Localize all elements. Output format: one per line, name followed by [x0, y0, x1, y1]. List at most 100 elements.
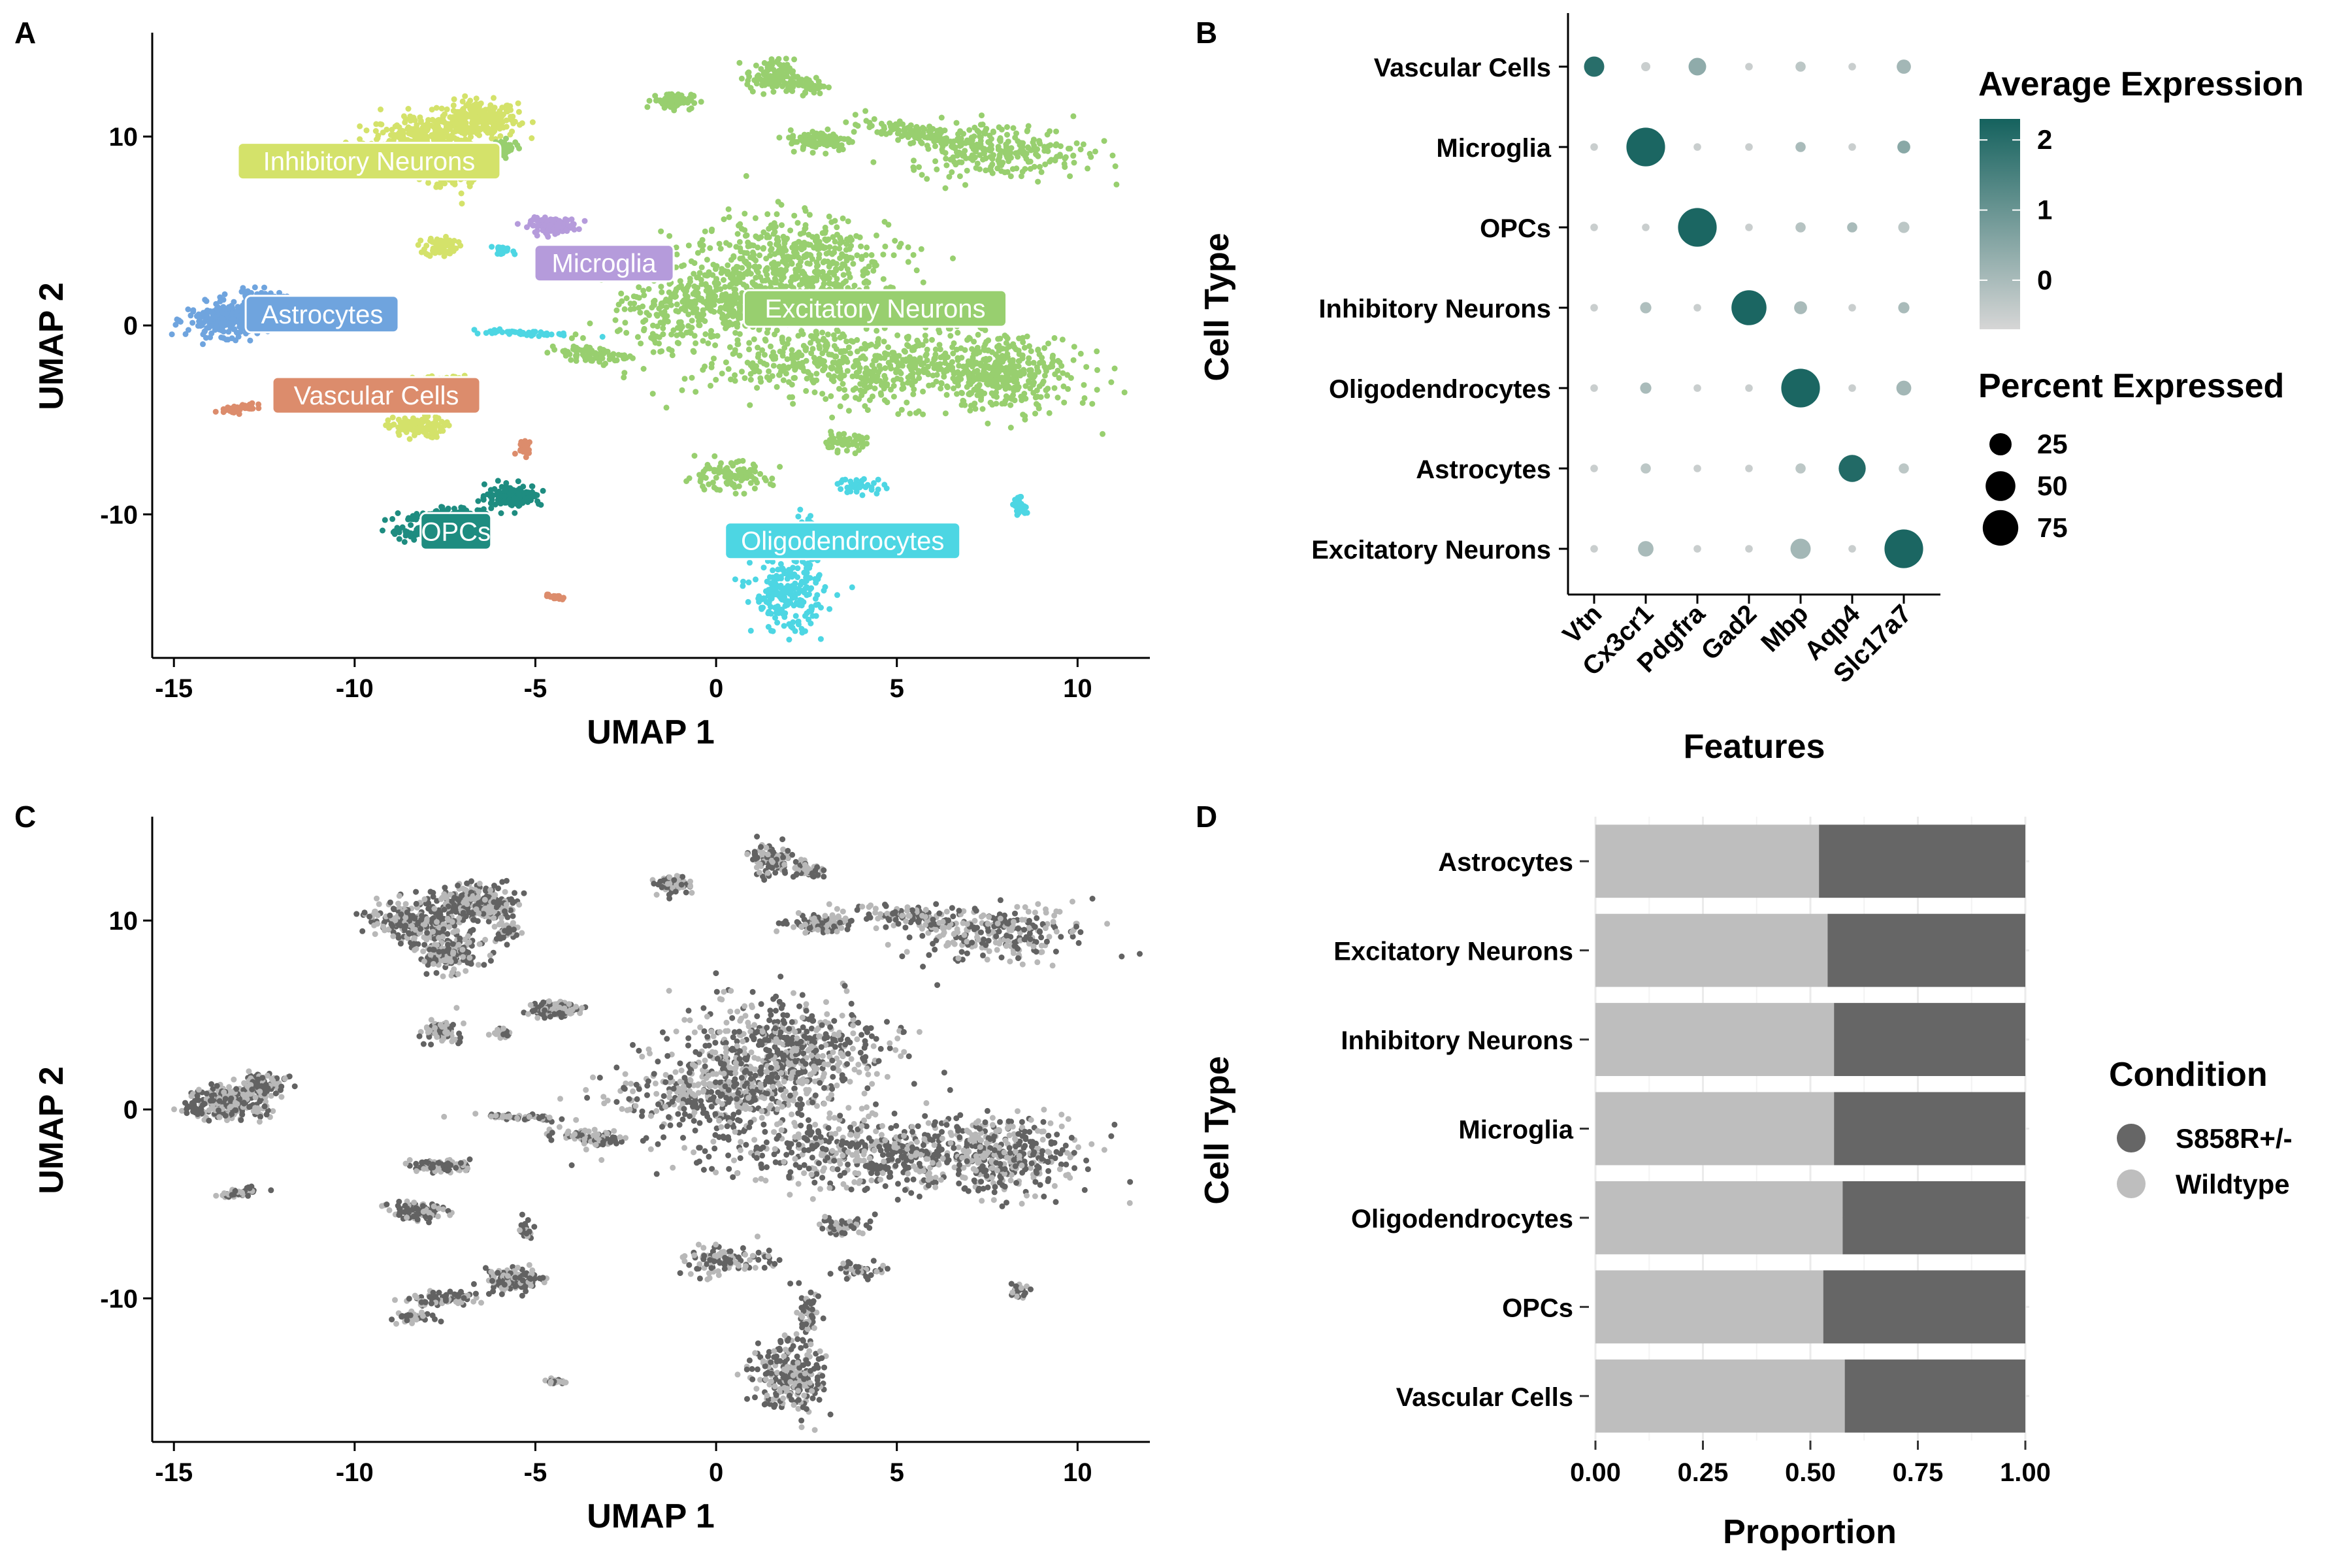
- umap-point: [915, 339, 921, 346]
- umap-point: [880, 276, 887, 282]
- umap-point: [440, 113, 446, 120]
- umap-point: [844, 266, 851, 272]
- umap-point: [834, 447, 841, 453]
- umap-point: [1020, 140, 1026, 146]
- umap-point: [753, 274, 759, 281]
- umap-point: [1037, 394, 1044, 400]
- umap-point: [396, 536, 402, 542]
- umap-point: [783, 370, 789, 377]
- umap-point: [832, 218, 838, 224]
- umap-point: [849, 373, 856, 380]
- umap-point: [1026, 343, 1032, 350]
- umap-point: [459, 98, 466, 105]
- umap-point: [831, 272, 838, 278]
- umap-point: [1021, 367, 1027, 373]
- umap-point: [424, 433, 431, 439]
- umap-point: [826, 84, 832, 91]
- umap-point: [721, 277, 727, 283]
- umap-point: [836, 385, 842, 392]
- umap-point: [679, 332, 686, 338]
- umap-point: [406, 436, 413, 442]
- umap-point: [234, 308, 240, 314]
- umap-point: [797, 596, 804, 603]
- umap-point: [382, 517, 388, 523]
- umap-point: [798, 328, 805, 335]
- umap-point: [920, 388, 926, 395]
- umap-point: [686, 329, 693, 335]
- umap-point: [774, 619, 781, 626]
- umap-point: [520, 329, 527, 336]
- umap-point: [707, 245, 713, 252]
- umap-point: [674, 332, 680, 338]
- umap-point: [933, 378, 939, 385]
- umap-point: [1108, 379, 1115, 385]
- umap-a-points: [169, 56, 1128, 643]
- umap-point: [919, 172, 925, 178]
- umap-point: [800, 144, 806, 151]
- umap-point: [708, 328, 714, 334]
- umap-point: [1056, 375, 1062, 381]
- umap-point: [792, 374, 798, 381]
- umap-point: [678, 263, 685, 269]
- umap-point: [1018, 393, 1024, 400]
- umap-point: [790, 400, 796, 407]
- umap-point: [895, 411, 902, 417]
- umap-point: [501, 493, 508, 500]
- umap-point: [826, 280, 833, 287]
- umap-point: [681, 376, 688, 382]
- umap-point: [693, 389, 699, 395]
- umap-point: [688, 258, 694, 265]
- umap-point: [690, 309, 696, 316]
- umap-point: [1041, 345, 1048, 351]
- umap-point: [666, 346, 672, 352]
- umap-point: [962, 182, 968, 188]
- umap-point: [419, 419, 426, 425]
- umap-point: [654, 312, 661, 319]
- umap-point: [813, 370, 820, 377]
- umap-point: [836, 143, 843, 150]
- umap-point: [780, 377, 787, 384]
- umap-point: [779, 596, 785, 603]
- umap-point: [618, 290, 625, 297]
- umap-point: [189, 319, 196, 326]
- umap-point: [915, 408, 922, 414]
- umap-point: [784, 61, 791, 68]
- umap-point: [512, 510, 518, 516]
- umap-point: [519, 120, 525, 127]
- umap-point: [444, 419, 450, 425]
- umap-point: [905, 335, 911, 341]
- umap-point: [433, 105, 440, 111]
- umap-point: [640, 366, 647, 372]
- umap-point: [547, 594, 553, 600]
- umap-point: [1062, 164, 1068, 171]
- umap-point: [936, 327, 942, 333]
- umap-point: [758, 378, 764, 385]
- umap-point: [808, 513, 813, 519]
- umap-point: [924, 357, 930, 364]
- umap-point: [932, 143, 938, 150]
- umap-point: [769, 475, 776, 482]
- umap-point: [276, 289, 282, 296]
- umap-point: [753, 233, 759, 240]
- umap-point: [1041, 144, 1047, 150]
- umap-point: [964, 336, 970, 343]
- umap-point: [774, 211, 780, 218]
- umap-point: [581, 218, 588, 224]
- umap-point: [687, 278, 693, 285]
- umap-point: [613, 357, 620, 363]
- umap-point: [955, 357, 961, 363]
- umap-point: [736, 483, 742, 489]
- umap-point: [951, 385, 956, 391]
- umap-point: [1010, 341, 1017, 348]
- umap-point: [221, 291, 228, 297]
- umap-point: [674, 97, 680, 103]
- umap-point: [856, 396, 862, 402]
- umap-point: [702, 363, 708, 370]
- umap-point: [898, 376, 904, 383]
- umap-point: [773, 280, 779, 286]
- umap-point: [964, 167, 970, 174]
- umap-point: [925, 146, 932, 152]
- umap-point: [446, 123, 453, 130]
- umap-point: [683, 478, 690, 484]
- umap-point: [734, 321, 741, 327]
